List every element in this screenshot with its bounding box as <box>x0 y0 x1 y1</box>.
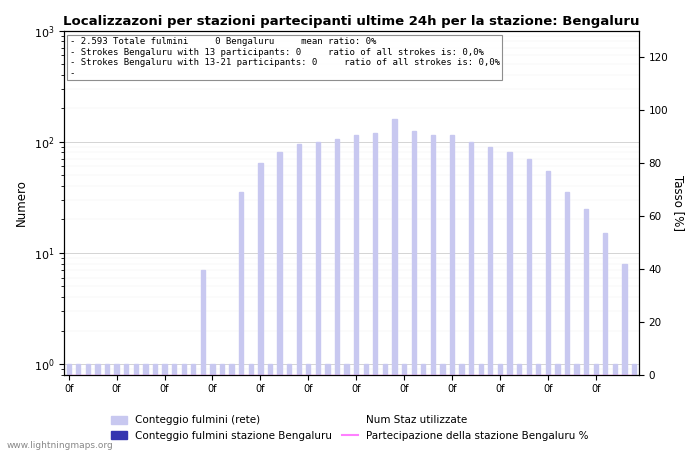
Bar <box>66 364 71 450</box>
Bar <box>144 364 148 450</box>
Bar <box>354 135 358 450</box>
Bar <box>306 364 310 450</box>
Bar <box>220 364 224 450</box>
Bar <box>594 364 598 450</box>
Bar <box>459 364 463 450</box>
Bar <box>622 264 626 450</box>
Bar <box>517 364 522 450</box>
Bar <box>546 171 550 450</box>
Bar <box>363 364 368 450</box>
Bar <box>632 364 636 450</box>
Bar <box>565 193 569 450</box>
Bar <box>201 270 205 450</box>
Bar <box>115 364 119 450</box>
Bar <box>479 364 483 450</box>
Bar <box>469 142 473 450</box>
Bar <box>85 364 90 450</box>
Bar <box>508 153 512 450</box>
Bar <box>603 233 608 450</box>
Bar <box>239 193 244 450</box>
Bar <box>440 364 444 450</box>
Bar <box>412 131 416 450</box>
Bar <box>316 142 320 450</box>
Bar <box>421 364 426 450</box>
Bar <box>162 364 167 450</box>
Bar <box>488 147 493 450</box>
Y-axis label: Numero: Numero <box>15 179 28 226</box>
Bar <box>297 144 301 450</box>
Bar <box>210 364 215 450</box>
Bar <box>575 364 579 450</box>
Bar <box>612 364 617 450</box>
Bar <box>153 364 157 450</box>
Bar <box>402 364 406 450</box>
Bar <box>95 364 99 450</box>
Bar <box>584 209 588 450</box>
Legend: Conteggio fulmini (rete), Conteggio fulmini stazione Bengaluru, Num Staz utilizz: Conteggio fulmini (rete), Conteggio fulm… <box>107 411 593 445</box>
Bar <box>555 364 559 450</box>
Bar <box>383 364 387 450</box>
Bar <box>124 364 128 450</box>
Bar <box>277 153 281 450</box>
Bar <box>230 364 234 450</box>
Text: www.lightningmaps.org: www.lightningmaps.org <box>7 441 113 450</box>
Y-axis label: Tasso [%]: Tasso [%] <box>672 175 685 231</box>
Bar <box>172 364 176 450</box>
Bar <box>536 364 540 450</box>
Text: - 2.593 Totale fulmini     0 Bengaluru     mean ratio: 0%
- Strokes Bengaluru wi: - 2.593 Totale fulmini 0 Bengaluru mean … <box>70 37 500 78</box>
Bar <box>181 364 186 450</box>
Bar <box>134 364 138 450</box>
Bar <box>335 140 339 450</box>
Bar <box>248 364 253 450</box>
Bar <box>268 364 272 450</box>
Bar <box>191 364 195 450</box>
Bar <box>430 135 435 450</box>
Bar <box>450 135 454 450</box>
Bar <box>76 364 80 450</box>
Title: Localizzazoni per stazioni partecipanti ultime 24h per la stazione: Bengaluru: Localizzazoni per stazioni partecipanti … <box>63 15 640 28</box>
Bar <box>373 133 377 450</box>
Bar <box>393 119 397 450</box>
Bar <box>326 364 330 450</box>
Bar <box>498 364 502 450</box>
Bar <box>526 159 531 450</box>
Bar <box>105 364 109 450</box>
Bar <box>344 364 349 450</box>
Bar <box>258 162 262 450</box>
Bar <box>287 364 291 450</box>
